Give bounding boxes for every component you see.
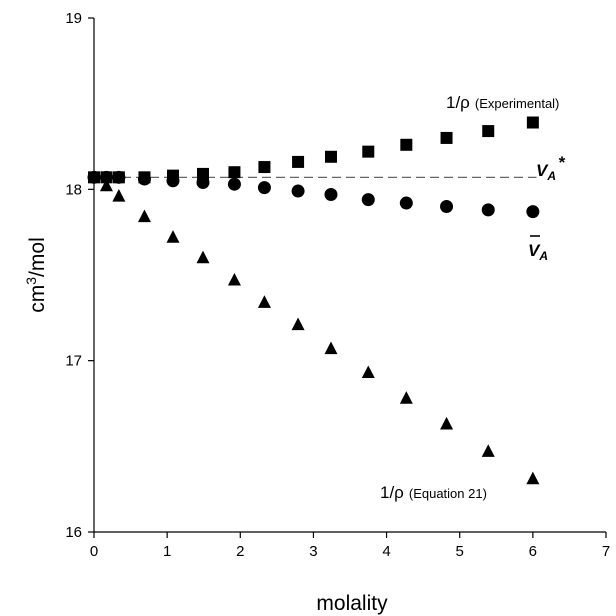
x-tick-label: 3 <box>309 543 317 560</box>
data-point-triangle <box>137 209 151 223</box>
data-point-circle <box>526 205 540 219</box>
annotation-equation: 1/ρ (Equation 21) <box>380 483 487 502</box>
data-point-circle <box>440 199 454 213</box>
annotation-va-star-main: V <box>536 161 549 180</box>
y-axis-title-tail: /mol <box>26 237 49 277</box>
x-tick-label: 7 <box>602 543 610 560</box>
annotation-va-bar-main: V <box>528 241 541 260</box>
y-ticks: 16 17 18 19 <box>65 10 94 541</box>
data-point-circle <box>137 172 151 186</box>
data-point-triangle <box>196 250 210 264</box>
data-point-circle <box>324 187 338 201</box>
annotation-va-star: VA* <box>536 153 566 183</box>
x-tick-label: 5 <box>456 543 464 560</box>
data-point-circle <box>196 175 210 189</box>
y-axis-title: cm3/mol <box>23 237 49 312</box>
y-tick-label: 16 <box>65 524 82 541</box>
data-point-square <box>292 155 305 168</box>
data-point-triangle <box>99 178 113 192</box>
data-point-circle <box>87 170 101 184</box>
data-point-square <box>362 145 375 158</box>
x-tick-label: 4 <box>382 543 390 560</box>
data-point-triangle <box>291 317 305 331</box>
data-point-circle <box>227 177 241 191</box>
data-point-circle <box>112 170 126 184</box>
annotation-experimental: 1/ρ (Experimental) <box>446 93 559 112</box>
annotation-equation-sub: (Equation 21) <box>409 486 487 501</box>
annotation-va-star-sub: A <box>546 169 556 183</box>
data-point-triangle <box>166 230 180 243</box>
data-point-circle <box>99 170 113 184</box>
y-tick-label: 19 <box>65 10 82 27</box>
data-point-triangle <box>324 341 338 355</box>
data-point-triangle <box>399 391 413 404</box>
data-point-square <box>400 138 413 151</box>
x-axis-title: molality <box>316 592 388 615</box>
data-point-triangle <box>112 188 126 202</box>
annotation-va-bar: VA <box>528 235 548 263</box>
annotation-experimental-main: 1/ρ <box>446 93 470 112</box>
data-point-circle <box>481 203 495 217</box>
data-point-triangle <box>526 471 540 485</box>
y-tick-label: 18 <box>65 181 82 198</box>
data-point-circle <box>361 193 375 207</box>
data-point-square <box>324 150 337 163</box>
annotation-va-star-tail: * <box>558 153 566 172</box>
data-point-circle <box>291 184 305 198</box>
data-point-square <box>526 116 539 129</box>
data-point-triangle <box>481 444 495 457</box>
y-tick-label: 17 <box>65 353 82 370</box>
annotation-equation-main: 1/ρ <box>380 483 404 502</box>
x-tick-label: 0 <box>90 543 98 560</box>
annotation-experimental-sub: (Experimental) <box>475 96 560 111</box>
data-point-triangle <box>440 416 454 430</box>
data-point-square <box>228 166 241 179</box>
data-point-circle <box>399 196 413 210</box>
annotation-va-bar-text: VA <box>528 241 548 263</box>
data-point-square <box>482 125 495 138</box>
data-markers <box>87 116 540 485</box>
data-point-circle <box>166 174 180 188</box>
y-axis-title-base: cm <box>26 285 49 313</box>
data-point-triangle <box>361 365 375 379</box>
data-point-triangle <box>227 272 241 286</box>
data-point-square <box>440 131 453 144</box>
x-tick-label: 1 <box>163 543 171 560</box>
data-point-square <box>258 161 271 174</box>
y-axis-title-sup: 3 <box>23 277 39 285</box>
x-tick-label: 6 <box>529 543 537 560</box>
x-ticks: 0 1 2 3 4 5 6 7 <box>90 532 610 560</box>
x-tick-label: 2 <box>236 543 244 560</box>
data-point-circle <box>257 181 271 195</box>
annotation-va-bar-sub: A <box>538 249 548 263</box>
data-point-triangle <box>257 295 271 308</box>
